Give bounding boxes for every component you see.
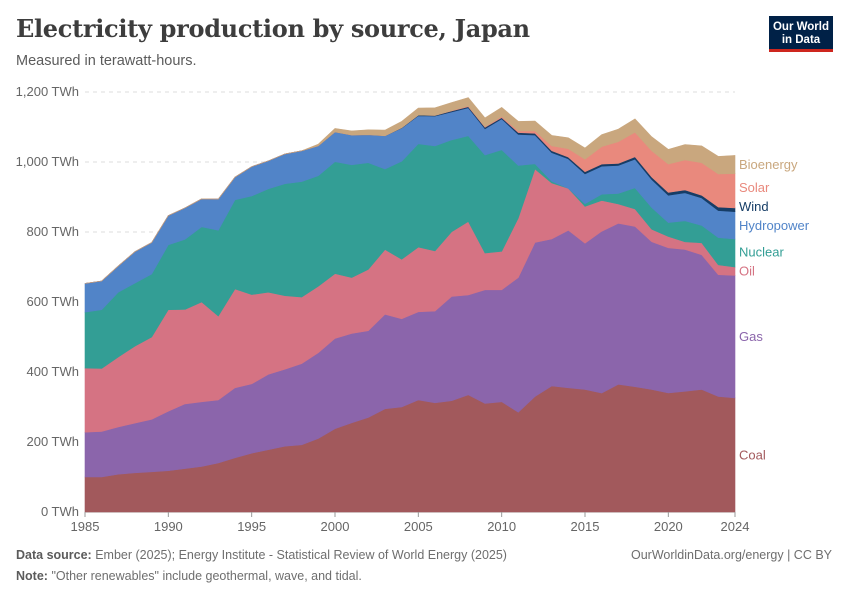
y-tick-label: 200 TWh	[26, 434, 79, 449]
x-tick-label: 1990	[154, 519, 183, 534]
area-series	[84, 97, 736, 513]
series-label-hydropower[interactable]: Hydropower	[739, 218, 810, 233]
footer-source: Data source: Ember (2025); Energy Instit…	[16, 548, 507, 562]
area-bioenergy[interactable]	[84, 97, 736, 284]
series-label-bioenergy[interactable]: Bioenergy	[739, 157, 798, 172]
x-tick-label: 1995	[237, 519, 266, 534]
series-labels: Coal Gas Oil Nuclear Hydropower Wind Solar Bioe…	[739, 157, 810, 463]
y-tick-label: 1,000 TWh	[16, 154, 79, 169]
y-tick-label: 800 TWh	[26, 224, 79, 239]
x-tick-label: 2010	[487, 519, 516, 534]
x-tick-label: 1985	[71, 519, 100, 534]
series-label-solar[interactable]: Solar	[739, 180, 770, 195]
x-tick-label: 2005	[404, 519, 433, 534]
chart-title: Electricity production by source, Japan	[16, 14, 530, 43]
series-label-nuclear[interactable]: Nuclear	[739, 245, 784, 260]
series-label-oil[interactable]: Oil	[739, 264, 755, 279]
y-tick-label: 1,200 TWh	[16, 84, 79, 99]
y-tick-label: 600 TWh	[26, 294, 79, 309]
logo-line-1: Our World	[772, 21, 829, 33]
x-axis: 1985 1990 1995 2000 2005 2010 2015 2020 2024	[71, 512, 750, 534]
footer-note: Note: "Other renewables" include geother…	[16, 569, 362, 583]
chart-subtitle: Measured in terawatt-hours.	[16, 53, 197, 69]
x-tick-label: 2024	[721, 519, 750, 534]
y-tick-label: 400 TWh	[26, 364, 79, 379]
x-tick-label: 2015	[571, 519, 600, 534]
x-tick-label: 2020	[654, 519, 683, 534]
owid-logo[interactable]: Our World in Data	[769, 16, 833, 52]
series-label-wind[interactable]: Wind	[739, 199, 769, 214]
x-tick-label: 2000	[321, 519, 350, 534]
logo-line-2: in Data	[781, 34, 821, 46]
source-text[interactable]: Ember (2025); Energy Institute - Statist…	[95, 548, 507, 562]
source-label: Data source:	[16, 548, 92, 562]
series-label-gas[interactable]: Gas	[739, 329, 763, 344]
note-label: Note:	[16, 569, 48, 583]
series-label-coal[interactable]: Coal	[739, 447, 766, 462]
footer-attribution[interactable]: OurWorldinData.org/energy | CC BY	[630, 548, 832, 562]
y-axis: 0 TWh 200 TWh 400 TWh 600 TWh 800 TWh 1,000 T…	[16, 84, 79, 519]
note-text: "Other renewables" include geothermal, w…	[51, 569, 362, 583]
y-tick-label: 0 TWh	[41, 504, 79, 519]
